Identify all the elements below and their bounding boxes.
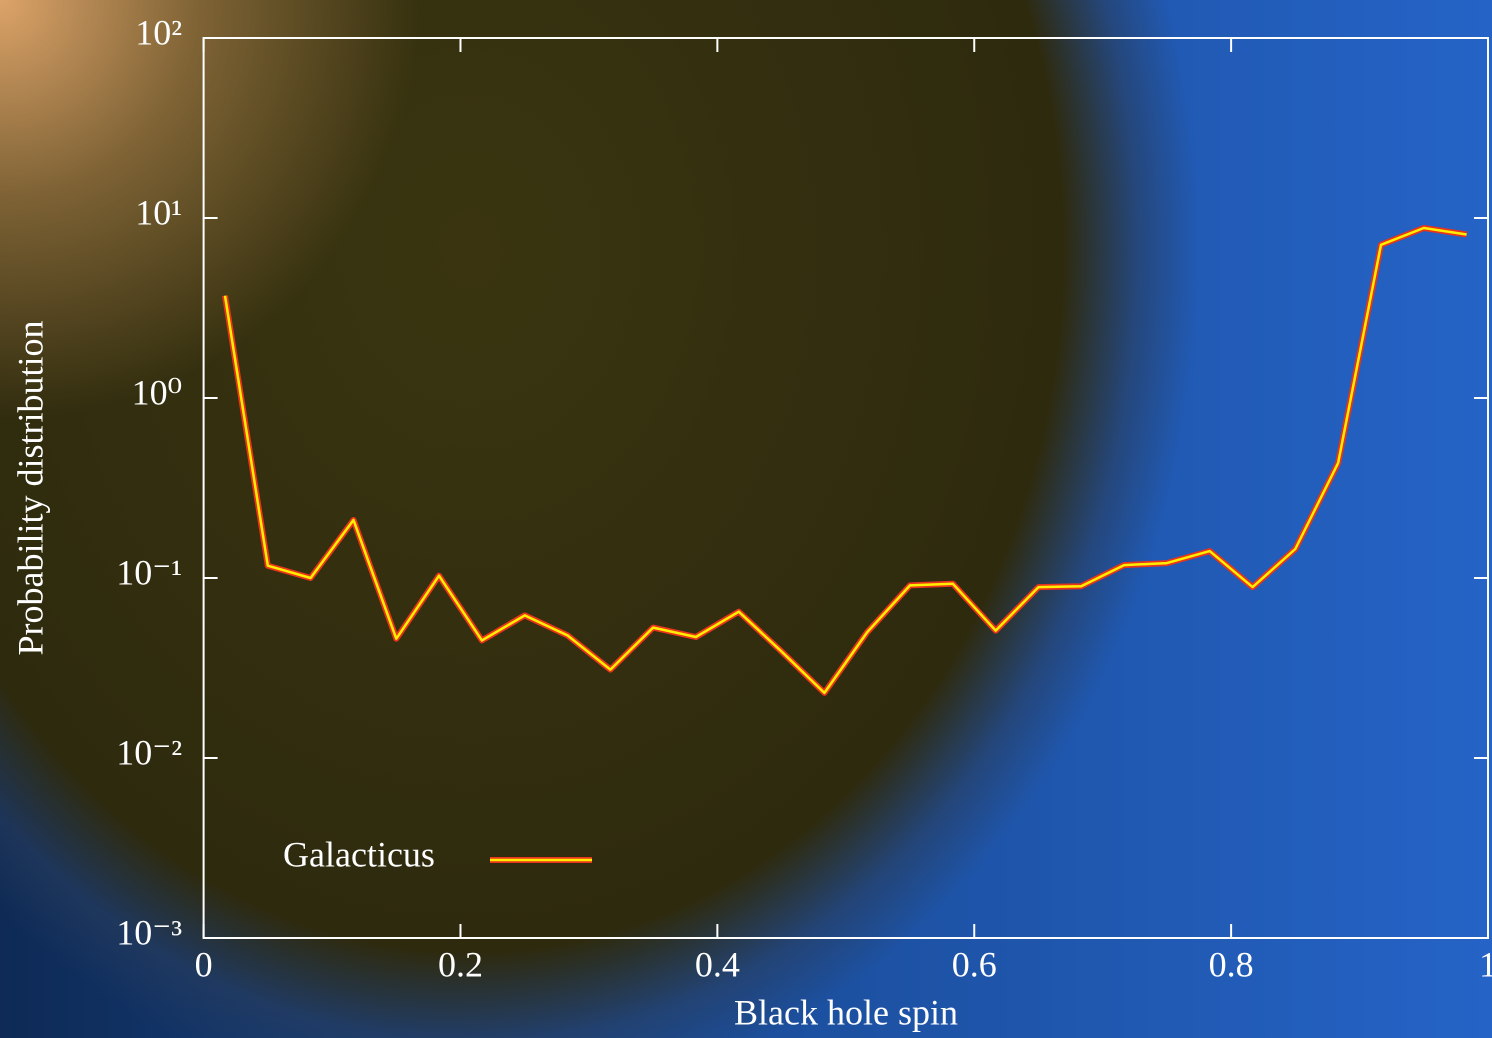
series-line <box>225 228 1467 693</box>
y-tick-label: 10¹ <box>135 192 182 232</box>
series-line-outline <box>225 228 1467 693</box>
x-tick-label: 0.4 <box>695 944 740 984</box>
y-tick-label: 10⁻³ <box>116 912 182 952</box>
x-tick-label: 1 <box>1479 944 1492 984</box>
y-tick-label: 10⁻¹ <box>116 552 182 592</box>
chart: Black hole spin Probability distribution… <box>0 0 1492 1038</box>
x-tick-label: 0.8 <box>1209 944 1254 984</box>
y-axis-label: Probability distribution <box>10 320 50 655</box>
y-tick-label: 10⁻² <box>116 732 182 772</box>
x-tick-label: 0.6 <box>952 944 997 984</box>
legend-label: Galacticus <box>283 834 435 874</box>
plot-frame <box>204 38 1488 938</box>
x-tick-label: 0.2 <box>438 944 483 984</box>
x-tick-label: 0 <box>195 944 213 984</box>
x-axis-label: Black hole spin <box>734 992 958 1032</box>
y-tick-label: 10⁰ <box>132 372 182 412</box>
y-tick-label: 10² <box>135 12 182 52</box>
